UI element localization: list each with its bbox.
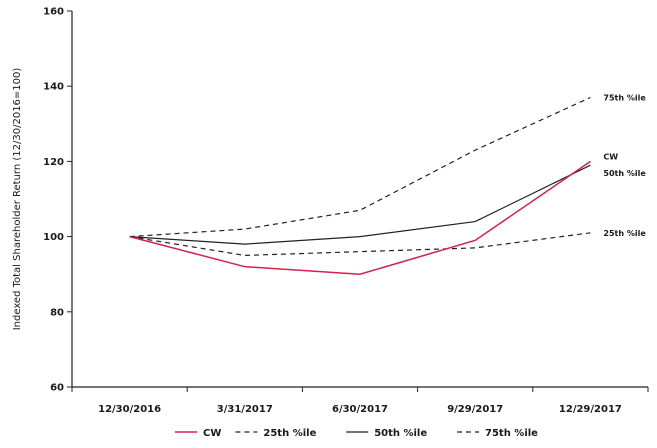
y-axis-title-group: Indexed Total Shareholder Return (12/30/… [12, 68, 23, 331]
y-tick-label: 120 [43, 157, 64, 168]
legend-label-cw: CW [203, 428, 221, 439]
series-line-75th-ile [129, 96, 591, 238]
legend: CW 25th %ile 50th %ile 75th %ile [175, 428, 538, 439]
legend-label-25th-ile: 25th %ile [263, 428, 316, 439]
end-label-50th-ile: 50th %ile [603, 169, 646, 178]
axes: 60 80 100 120 140 160 12/30/2016 3/31/2017 6/30/… [43, 7, 649, 415]
y-tick-label: 140 [43, 82, 64, 93]
series-lines [129, 96, 591, 275]
y-tick-label: 100 [43, 232, 64, 243]
y-tick-label: 80 [50, 307, 64, 318]
end-label-75th-ile: 75th %ile [603, 93, 646, 102]
legend-label-50th-ile: 50th %ile [374, 428, 427, 439]
x-tick-label: 12/29/2017 [559, 404, 622, 415]
y-tick-label: 60 [50, 383, 64, 394]
y-tick-label: 160 [43, 7, 64, 18]
series-line-cw [129, 160, 591, 275]
series-line-50th-ile [129, 164, 591, 245]
x-tick-label: 12/30/2016 [98, 404, 161, 415]
end-labels: CW 25th %ile 50th %ile 75th %ile [603, 93, 646, 237]
x-tick-label: 9/29/2017 [447, 404, 503, 415]
x-tick-label: 6/30/2017 [332, 404, 388, 415]
y-axis-title: Indexed Total Shareholder Return (12/30/… [12, 68, 23, 331]
legend-label-75th-ile: 75th %ile [485, 428, 538, 439]
end-label-25th-ile: 25th %ile [603, 229, 646, 238]
x-tick-label: 3/31/2017 [217, 404, 273, 415]
end-label-cw: CW [603, 152, 618, 161]
